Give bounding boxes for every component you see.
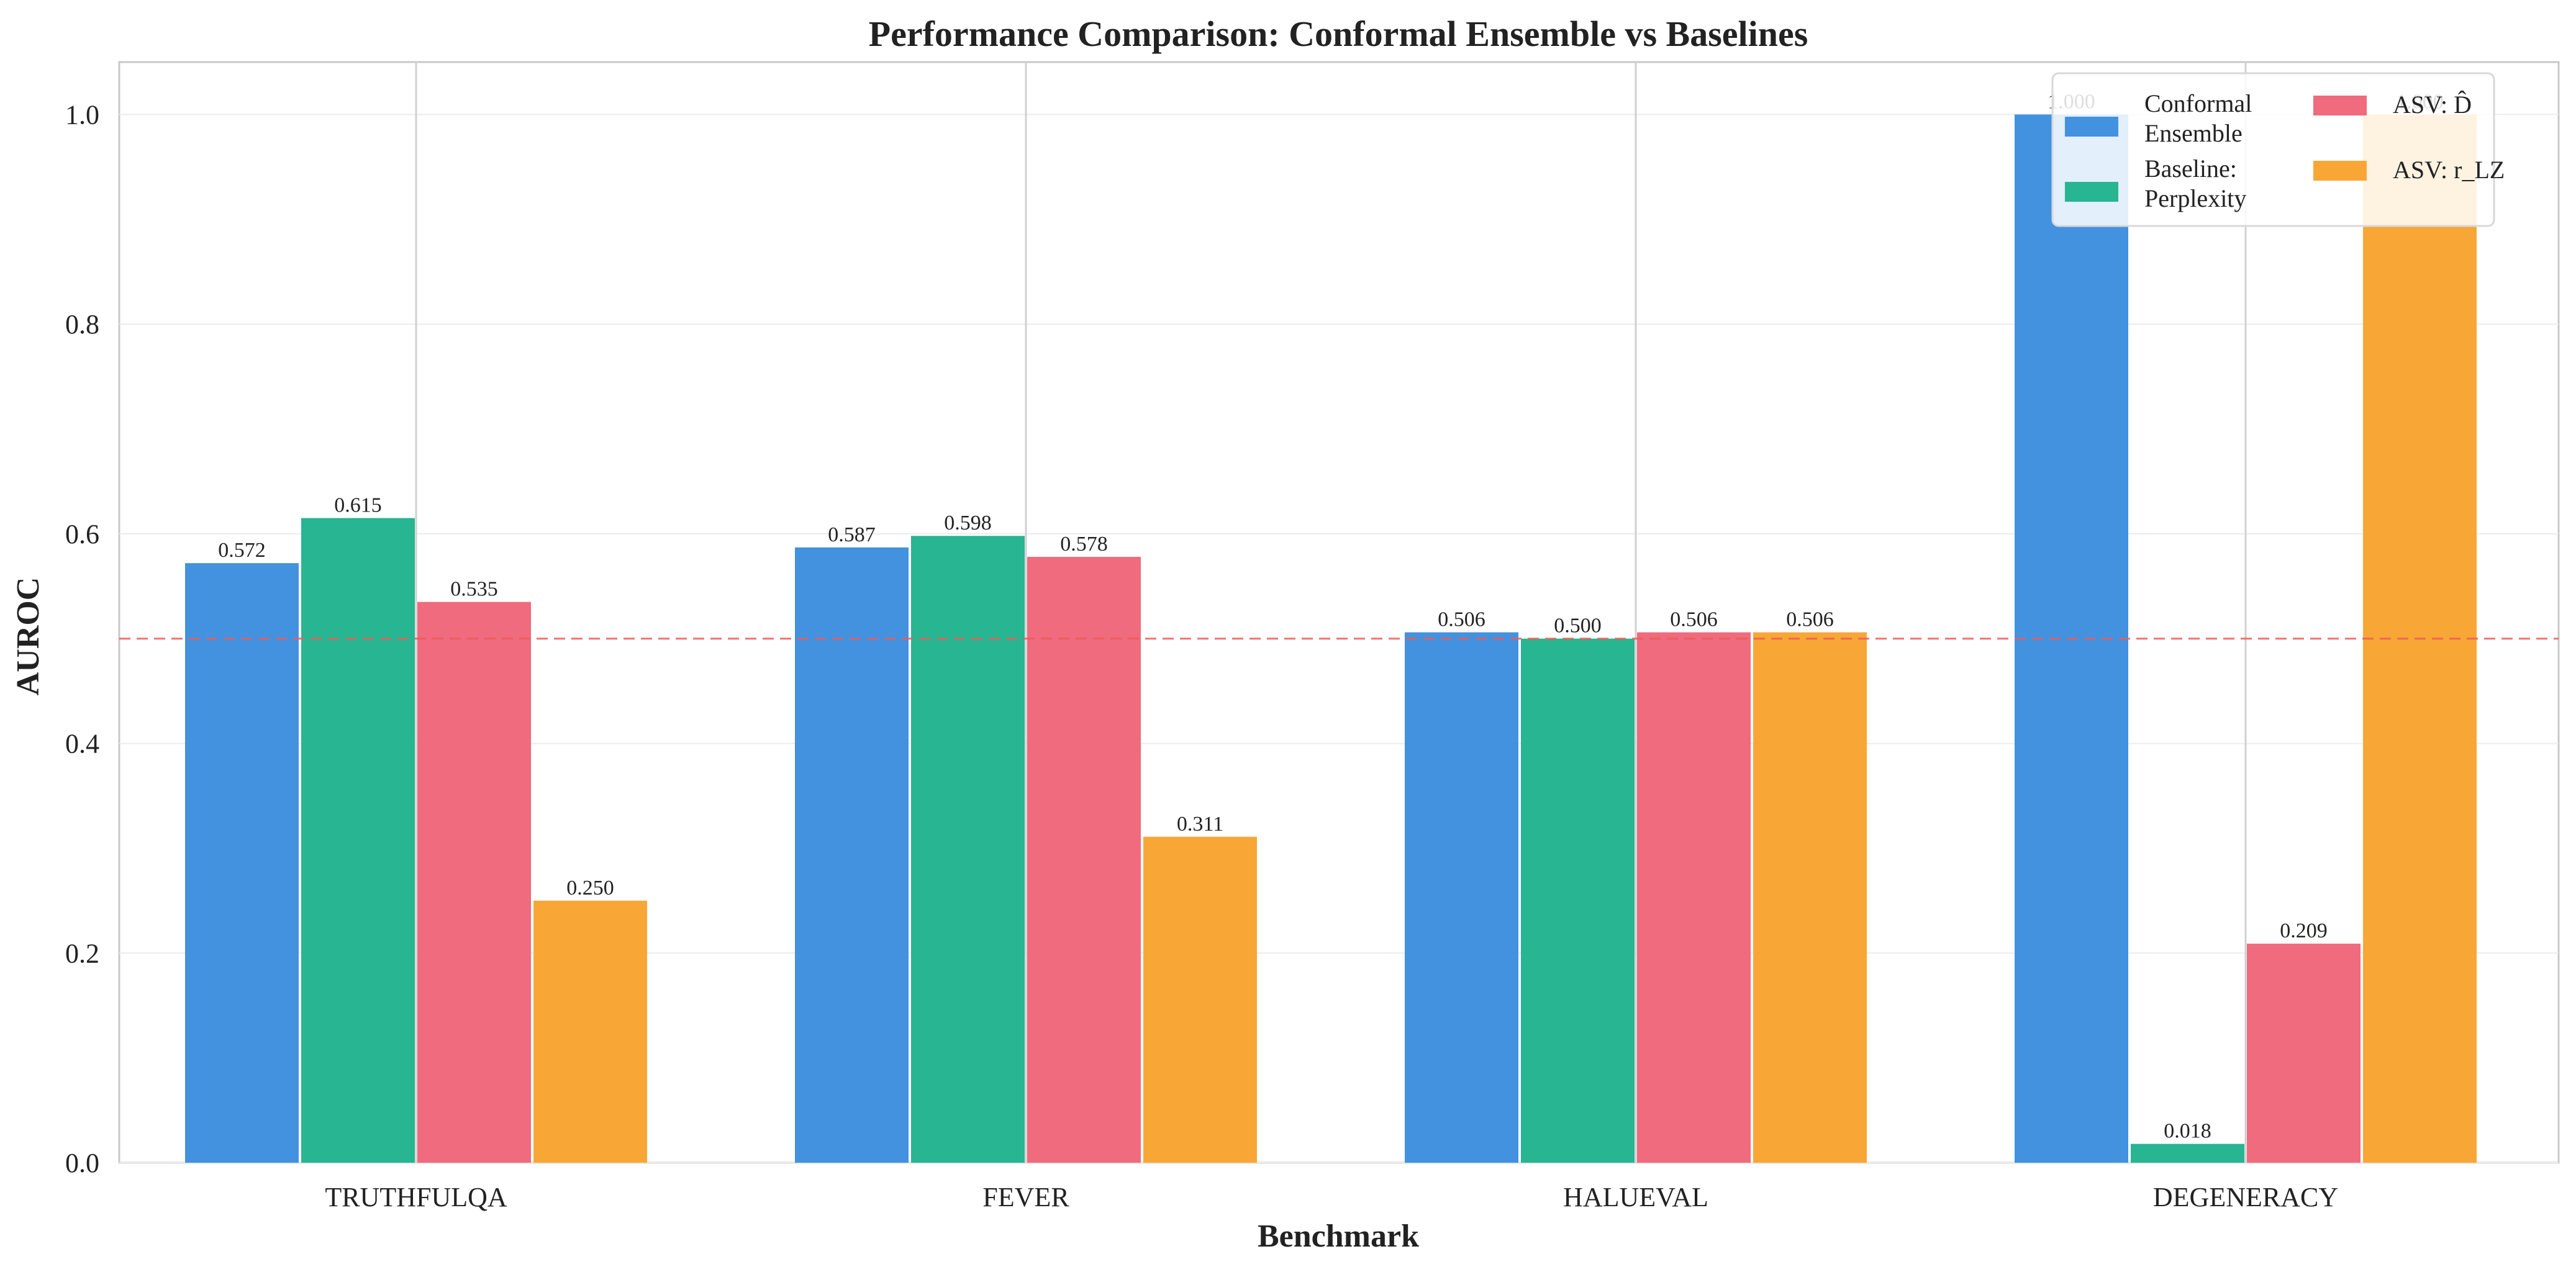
bar — [533, 900, 647, 1163]
bar — [1637, 632, 1751, 1163]
data-label: 0.018 — [2164, 1120, 2211, 1143]
data-label: 0.250 — [566, 877, 614, 900]
x-tick-label: TRUTHFULQA — [325, 1182, 507, 1212]
legend-swatch — [2313, 96, 2367, 115]
bar — [911, 536, 1025, 1163]
legend-label: Perplexity — [2144, 184, 2246, 212]
chart-title: Performance Comparison: Conformal Ensemb… — [869, 14, 1808, 54]
x-tick-label: FEVER — [982, 1182, 1069, 1212]
legend-label: Baseline: — [2144, 155, 2237, 183]
bar — [1027, 557, 1141, 1163]
data-label: 0.572 — [218, 539, 266, 562]
x-tick-label: DEGENERACY — [2153, 1182, 2338, 1212]
y-axis-ticks: 0.0 0.2 0.4 0.6 0.8 1.0 — [65, 99, 99, 1178]
data-label: 0.500 — [1554, 615, 1602, 638]
bar — [1521, 638, 1635, 1163]
bar — [1405, 632, 1518, 1163]
bar — [1753, 632, 1867, 1163]
data-label: 0.587 — [828, 523, 876, 546]
data-label: 0.506 — [1438, 608, 1485, 631]
data-label: 0.506 — [1670, 608, 1718, 631]
data-label: 0.535 — [450, 578, 498, 601]
legend-box — [2051, 72, 2495, 227]
data-label: 0.311 — [1177, 813, 1223, 836]
legend-swatch — [2065, 117, 2118, 137]
y-tick-label: 1.0 — [65, 99, 99, 130]
y-tick-label: 0.4 — [65, 729, 99, 759]
data-label: 0.598 — [944, 512, 992, 535]
bar — [185, 563, 299, 1163]
y-tick-label: 0.6 — [65, 519, 99, 549]
legend-label: ASV: r_LZ — [2393, 156, 2505, 184]
legend-swatch — [2313, 161, 2367, 181]
bar — [1143, 836, 1257, 1163]
y-tick-label: 0.2 — [65, 938, 99, 968]
y-tick-label: 0.8 — [65, 309, 99, 340]
x-axis-label: Benchmark — [1258, 1219, 1419, 1254]
data-label: 0.578 — [1060, 533, 1108, 556]
bars — [185, 114, 2477, 1163]
y-tick-label: 0.0 — [65, 1148, 99, 1178]
bar — [795, 547, 909, 1163]
x-axis-ticks: TRUTHFULQA FEVER HALUEVAL DEGENERACY — [325, 1182, 2338, 1212]
data-label: 0.615 — [334, 494, 382, 517]
bar — [301, 518, 415, 1163]
data-label: 0.209 — [2280, 919, 2328, 942]
legend-label: Ensemble — [2144, 119, 2243, 147]
bar — [417, 602, 531, 1163]
x-tick-label: HALUEVAL — [1563, 1182, 1708, 1212]
y-axis-label: AUROC — [11, 577, 46, 696]
legend-swatch — [2065, 182, 2118, 202]
legend-label: Conformal — [2144, 89, 2252, 117]
bar — [2131, 1143, 2244, 1163]
data-label: 0.506 — [1786, 608, 1834, 631]
legend-label: ASV: D̂ — [2393, 91, 2472, 119]
bar — [2247, 944, 2361, 1163]
